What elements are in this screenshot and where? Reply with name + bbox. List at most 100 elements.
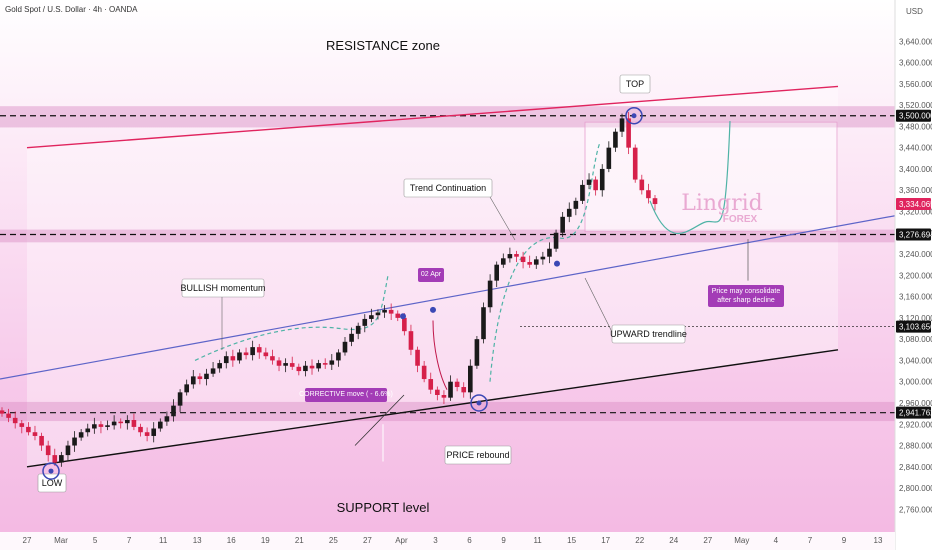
time-tick-18: 22 (635, 536, 644, 545)
time-tick-25: 13 (874, 536, 883, 545)
candle-body (0, 410, 5, 414)
time-tick-9: 25 (329, 536, 338, 545)
candle-body (52, 455, 58, 463)
candle-body (520, 256, 526, 263)
corrective-tag-bg (305, 388, 387, 402)
price-rebound-label-box (444, 445, 512, 465)
candle-body (481, 307, 486, 340)
candle-body (507, 254, 513, 259)
time-tick-7: 19 (261, 536, 270, 545)
time-tick-10: 27 (363, 536, 372, 545)
date-tag-text-0: 02 Apr (421, 271, 442, 278)
candle-body (421, 365, 427, 380)
lines-layer (0, 85, 896, 468)
rebound-marker (470, 394, 488, 412)
candle-body (263, 352, 269, 357)
top-marker-dot (631, 113, 637, 119)
candle-body (78, 432, 84, 438)
zone-band-1 (0, 229, 895, 243)
price-tag-bg-3 (896, 320, 931, 333)
channel-lower-line (26, 349, 839, 468)
candle-body (131, 420, 137, 427)
candle-body (606, 147, 612, 169)
price-tick-3520: 3,520.000 (899, 101, 932, 110)
candle-body (527, 262, 532, 265)
candle-body (243, 352, 249, 356)
time-tick-24: 9 (842, 536, 847, 545)
price-tick-3480: 3,480.000 (899, 122, 932, 131)
low-marker (42, 462, 60, 480)
candle-body (573, 200, 579, 209)
price-tick-3360: 3,360.000 (899, 186, 932, 195)
price-tick-3240: 3,240.000 (899, 250, 932, 259)
time-tick-20: 27 (703, 536, 712, 545)
time-axis: 27 Mar 5 7 11 13 16 19 21 25 27 Apr 3 6 9 11 15 17 22 24 27 M… (0, 532, 895, 550)
candle-body (177, 392, 183, 406)
corrective-arrow (432, 320, 448, 390)
price-tick-3160: 3,160.000 (899, 293, 932, 302)
consolidate-tag-text-1: after sharp decline (717, 297, 775, 304)
time-tick-4: 11 (159, 536, 168, 545)
rebound-marker-dot (476, 400, 482, 406)
candle-body (276, 360, 282, 366)
price-tick-3640: 3,640.000 (899, 37, 932, 46)
time-tick-5: 13 (193, 536, 202, 545)
bullish-momentum-label-box (181, 278, 265, 298)
candle-body (329, 360, 335, 365)
candle-body (586, 179, 592, 185)
time-tick-8: 21 (295, 536, 304, 545)
candle-body (204, 373, 209, 380)
candle-body (593, 179, 598, 191)
candle-body (283, 363, 288, 366)
price-tag-bg-0 (896, 109, 931, 122)
candle-body (375, 312, 381, 316)
candle-body (448, 381, 453, 398)
annotations-layer: RESISTANCE zone SUPPORT level TOP LOW Trend … (37, 38, 784, 515)
price-tick-3320: 3,320.000 (899, 207, 932, 216)
candle-body (98, 424, 104, 427)
candle-body (566, 208, 572, 217)
candle-body (237, 352, 242, 361)
candle-body (105, 425, 110, 427)
trendline-touch-3 (554, 260, 560, 267)
candle-body (362, 318, 368, 326)
candle-body (171, 405, 176, 417)
candle-body (540, 256, 546, 260)
price-tick-2800: 2,800.000 (899, 484, 932, 493)
candle-body (92, 424, 97, 429)
price-tag-4: 2,941.762 (899, 409, 932, 418)
time-tick-14: 9 (501, 536, 506, 545)
price-tick-3080: 3,080.000 (899, 335, 932, 344)
candle-body (428, 379, 434, 390)
price-tag-bg-1 (896, 198, 931, 211)
trend-continuation-label-box (403, 178, 493, 198)
candle-body (223, 356, 229, 364)
candle-body (435, 389, 440, 395)
continuation-projection (489, 142, 601, 382)
candle-body (395, 313, 401, 318)
watermark-main: Lingrid (681, 191, 763, 216)
resistance-label: RESISTANCE zone (326, 38, 440, 53)
candle-body (626, 118, 631, 148)
candle-body (111, 421, 117, 426)
candle-body (12, 417, 18, 424)
candle-body (316, 363, 321, 369)
price-tick-2920: 2,920.000 (899, 420, 932, 429)
price-tick-3600: 3,600.000 (899, 59, 932, 68)
price-axis: USD 2,760.000 2,800.000 2,840.000 2,880.000 2… (894, 0, 932, 550)
price-rebound-label-text: PRICE rebound (446, 450, 509, 460)
price-tick-2960: 2,960.000 (899, 399, 932, 408)
corrective-pointer (354, 394, 405, 446)
candle-body (164, 416, 170, 422)
price-tick-3000: 3,000.000 (899, 378, 932, 387)
candle-body (402, 317, 407, 332)
candle-body (19, 423, 25, 427)
candle-body (599, 168, 605, 191)
candle-body (6, 413, 11, 418)
candle-body (322, 363, 328, 365)
candle-body (250, 347, 255, 356)
time-tick-21: May (734, 536, 749, 545)
candle-body (415, 349, 420, 366)
